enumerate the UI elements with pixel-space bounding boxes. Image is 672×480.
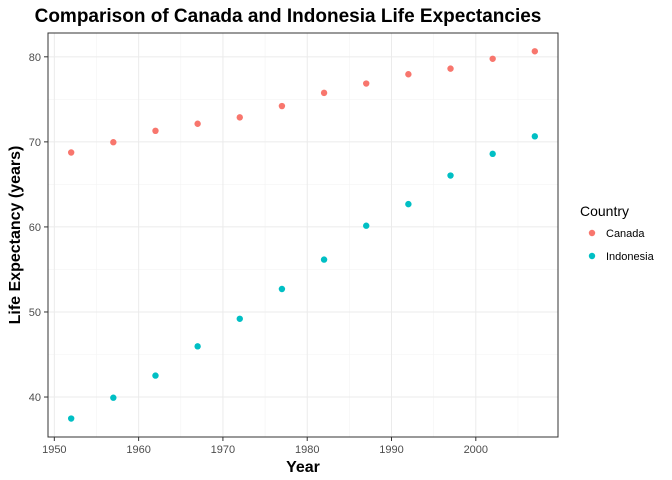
data-point-indonesia xyxy=(363,222,370,229)
data-point-indonesia xyxy=(110,394,117,401)
x-tick-label: 1970 xyxy=(211,444,235,456)
series-indonesia xyxy=(67,133,539,422)
data-point-canada xyxy=(447,65,454,72)
y-tick-label: 80 xyxy=(29,52,41,64)
chart-title: Comparison of Canada and Indonesia Life … xyxy=(35,6,542,27)
y-axis-title: Life Expectancy (years) xyxy=(7,146,24,325)
data-point-canada xyxy=(320,89,328,97)
legend: Country Canada Indonesia xyxy=(580,203,655,263)
legend-key-canada xyxy=(588,229,596,237)
data-point-indonesia xyxy=(489,150,496,158)
data-point-canada xyxy=(152,127,159,135)
data-point-indonesia xyxy=(236,315,243,322)
data-point-canada xyxy=(489,55,496,62)
legend-title: Country xyxy=(580,203,629,219)
legend-key-indonesia xyxy=(588,252,596,260)
legend-label-canada: Canada xyxy=(606,228,645,240)
data-point-canada xyxy=(236,114,243,121)
x-tick-label: 1950 xyxy=(42,444,66,456)
x-tick-label: 1990 xyxy=(379,444,403,456)
data-point-canada xyxy=(194,120,201,127)
data-point-indonesia xyxy=(405,200,412,208)
data-point-canada xyxy=(67,149,75,156)
x-tick-label: 2000 xyxy=(464,444,488,456)
y-tick-label: 60 xyxy=(29,222,41,234)
data-point-canada xyxy=(278,102,286,110)
data-point-canada xyxy=(363,80,370,87)
y-tick-label: 40 xyxy=(29,392,41,404)
panel-border xyxy=(47,32,559,438)
data-point-indonesia xyxy=(278,285,286,293)
y-tick-label: 70 xyxy=(29,137,41,149)
panel-background xyxy=(48,33,558,437)
data-point-indonesia xyxy=(531,133,539,140)
plot-panel xyxy=(47,32,559,438)
x-axis-title: Year xyxy=(286,459,320,476)
data-point-indonesia xyxy=(447,172,454,179)
data-point-canada xyxy=(110,139,117,146)
legend-label-indonesia: Indonesia xyxy=(606,251,655,263)
data-point-indonesia xyxy=(320,256,328,263)
y-tick-label: 50 xyxy=(29,307,41,319)
x-tick-label: 1980 xyxy=(295,444,319,456)
data-point-indonesia xyxy=(67,415,75,422)
x-tick-label: 1960 xyxy=(126,444,150,456)
series-canada xyxy=(67,48,539,156)
data-point-indonesia xyxy=(194,343,201,350)
data-point-canada xyxy=(405,71,412,78)
data-point-canada xyxy=(531,48,539,55)
data-point-indonesia xyxy=(152,372,159,379)
